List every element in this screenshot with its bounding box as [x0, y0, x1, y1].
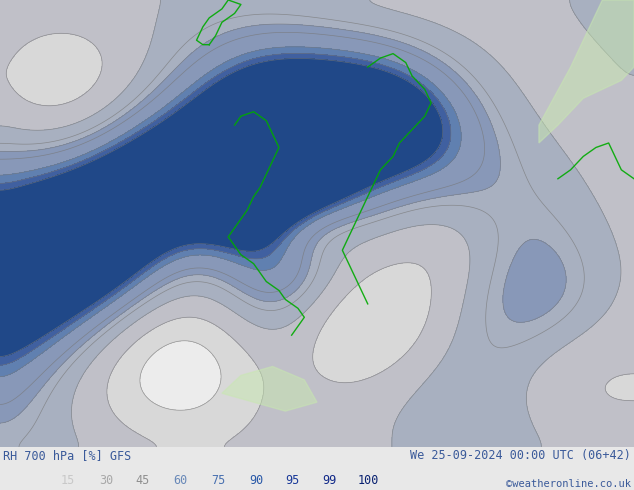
Text: 45: 45 [136, 474, 150, 487]
Text: 99: 99 [322, 474, 336, 487]
Text: RH 700 hPa [%] GFS: RH 700 hPa [%] GFS [3, 449, 131, 462]
Text: 90: 90 [249, 474, 263, 487]
Text: 15: 15 [61, 474, 75, 487]
Text: 100: 100 [358, 474, 378, 487]
Text: 75: 75 [211, 474, 225, 487]
Text: ©weatheronline.co.uk: ©weatheronline.co.uk [506, 479, 631, 489]
Polygon shape [222, 367, 317, 411]
Text: 95: 95 [285, 474, 299, 487]
Polygon shape [539, 0, 634, 143]
Text: 30: 30 [99, 474, 113, 487]
Text: 60: 60 [173, 474, 187, 487]
Text: We 25-09-2024 00:00 UTC (06+42): We 25-09-2024 00:00 UTC (06+42) [410, 449, 631, 462]
